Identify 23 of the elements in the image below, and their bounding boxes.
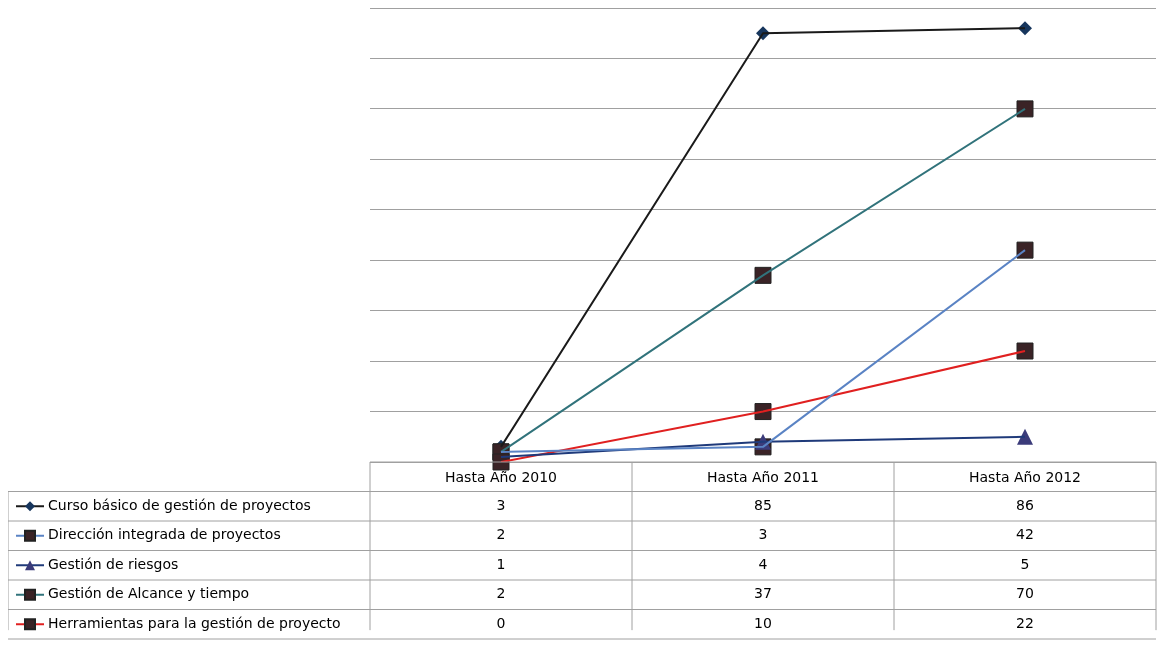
data-label: 2: [496, 585, 506, 602]
x-tick-label: Hasta Año 2010: [444, 469, 558, 486]
legend-label: Dirección integrada de proyectos: [48, 526, 281, 543]
data-label: 22: [1016, 614, 1034, 631]
data-label: 0: [496, 614, 506, 631]
data-label: 37: [754, 585, 772, 602]
data-label: 70: [1016, 585, 1034, 602]
data-label: 3: [758, 526, 768, 543]
data-label: 3: [496, 496, 506, 513]
x-tick-label: Hasta Año 2011: [706, 469, 820, 486]
legend-label: Gestión de riesgos: [48, 555, 179, 572]
legend-label: Gestión de Alcance y tiempo: [48, 585, 250, 602]
data-label: 10: [754, 614, 772, 631]
legend-label: Curso básico de gestión de proyectos: [48, 496, 311, 513]
data-label: 4: [758, 555, 768, 572]
data-label: 42: [1016, 526, 1034, 543]
data-label: 86: [1016, 496, 1034, 513]
data-label: 1: [496, 555, 506, 572]
data-label: 5: [1020, 555, 1030, 572]
data-label: 85: [754, 496, 772, 513]
x-tick-label: Hasta Año 2012: [968, 469, 1082, 486]
legend-label: Herramientas para la gestión de proyecto: [48, 614, 341, 631]
data-label: 2: [496, 526, 506, 543]
